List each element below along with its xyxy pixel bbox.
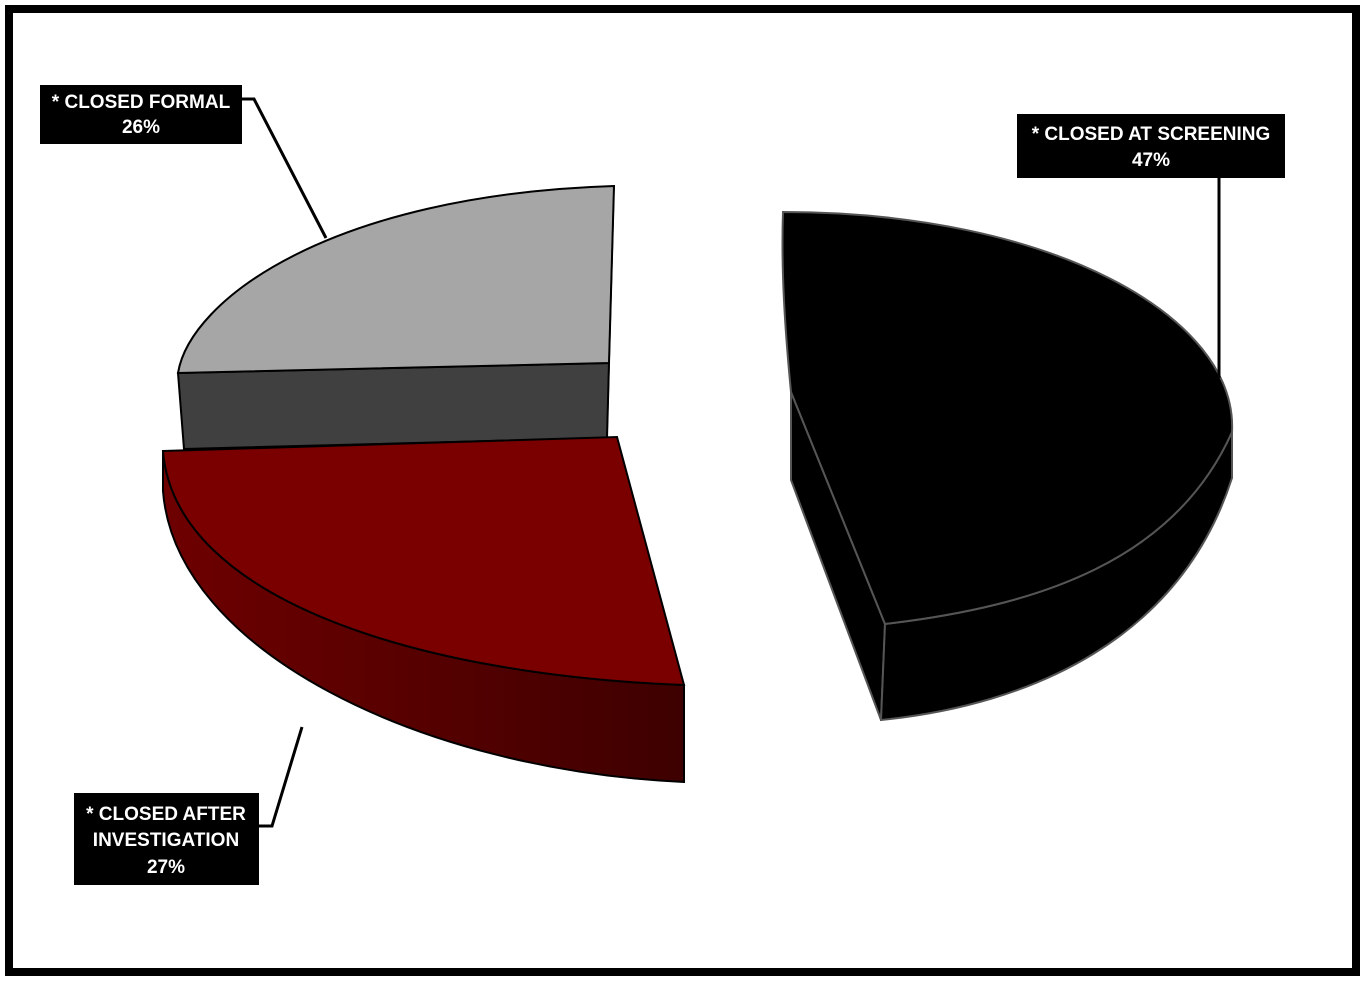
- slice-investigation-top: [161, 435, 686, 687]
- leader-line-closed-after-investigation: [259, 726, 304, 828]
- slice-formal-top: [176, 184, 616, 375]
- slice-formal-side: [176, 361, 611, 451]
- label-closed-formal-name: * CLOSED FORMAL: [52, 92, 231, 113]
- label-closed-after-investigation-line1: * CLOSED AFTER: [86, 804, 246, 825]
- data-label-closed-formal: * CLOSED FORMAL 26%: [40, 85, 242, 144]
- pie-slice-closed-at-screening: [781, 210, 1234, 722]
- data-label-closed-after-investigation: * CLOSED AFTER INVESTIGATION 27%: [74, 793, 259, 885]
- label-closed-after-investigation-value: 27%: [147, 857, 185, 878]
- pie-slice-closed-after-investigation: [161, 435, 686, 784]
- label-closed-formal-value: 26%: [122, 117, 160, 138]
- leader-line-closed-formal: [242, 97, 328, 239]
- label-closed-at-screening-value: 47%: [1132, 150, 1170, 171]
- label-closed-after-investigation-line2: INVESTIGATION: [93, 830, 239, 851]
- slice-screening-top: [781, 210, 1234, 626]
- data-label-closed-at-screening: * CLOSED AT SCREENING 47%: [1017, 114, 1285, 178]
- label-closed-at-screening-name: * CLOSED AT SCREENING: [1032, 124, 1271, 145]
